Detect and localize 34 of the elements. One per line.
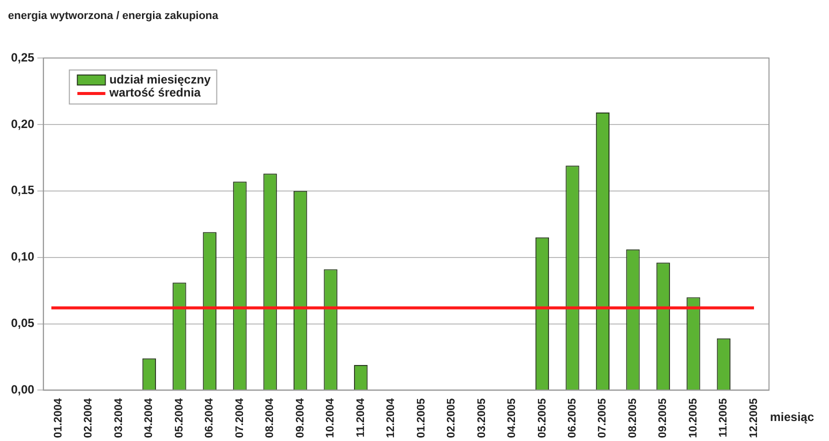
legend-label: udział miesięczny [109,72,212,86]
y-tick-label: 0,15 [10,183,35,198]
x-tick-label: 02.2004 [82,397,95,438]
x-tick-label: 12.2005 [748,398,760,438]
x-tick-label: 01.2004 [52,397,65,438]
y-tick-label: 0,20 [10,116,35,131]
x-tick-label: 12.2004 [385,397,398,438]
y-axis-title: energia wytworzona / energia zakupiona [8,10,218,22]
x-tick-label: 11.2004 [354,397,367,438]
y-tick-label: 0,10 [10,250,35,264]
x-tick-label: 04.2004 [143,397,156,438]
x-axis-title: miesiąc [770,410,814,424]
x-tick-label: 11.2005 [718,398,730,438]
x-tick-label: 03.2004 [112,397,125,438]
y-tick-label: 0,05 [10,316,35,330]
x-tick-label: 05.2005 [536,398,548,438]
x-tick-label: 05.2004 [173,397,186,438]
x-tick-label: 01.2005 [415,398,428,438]
x-tick-label: 08.2004 [264,397,276,438]
x-tick-label: 07.2004 [234,397,246,438]
y-tick-label: 0,25 [10,50,35,64]
x-tick-label: 06.2004 [204,397,216,438]
x-tick-label: 08.2005 [626,398,639,438]
x-tick-label: 07.2005 [596,398,609,438]
legend-label: wartość średnia [108,85,202,100]
x-tick-label: 04.2005 [506,398,518,438]
x-tick-label: 09.2004 [294,397,306,438]
y-tick-label: 0,00 [10,382,35,397]
x-tick-label: 10.2005 [687,398,700,438]
x-tick-label: 06.2005 [566,398,579,438]
x-tick-label: 02.2005 [446,398,458,438]
x-tick-label: 10.2004 [324,397,337,438]
x-tick-label: 09.2005 [657,398,670,438]
x-tick-label: 03.2005 [476,398,488,438]
